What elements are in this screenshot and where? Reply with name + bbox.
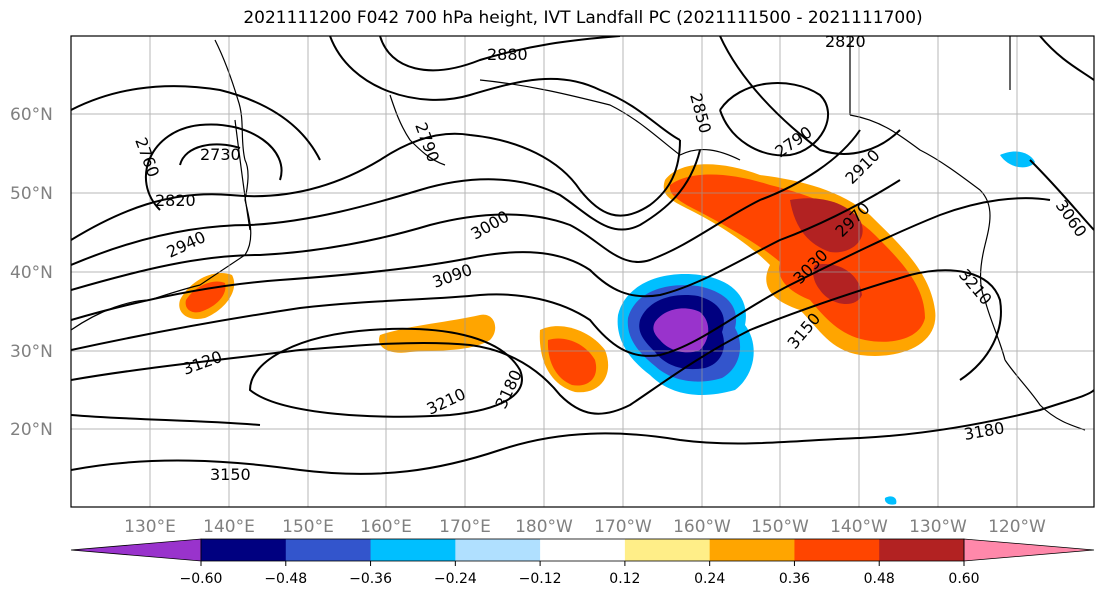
colorbar-segment bbox=[370, 539, 456, 561]
colorbar-tick-label: −0.48 bbox=[264, 571, 307, 587]
map-title: 2021111200 F042 700 hPa height, IVT Land… bbox=[243, 8, 923, 28]
contour-label: 2820 bbox=[825, 32, 866, 51]
lon-label: 150°W bbox=[751, 517, 809, 537]
lon-label: 170°E bbox=[439, 517, 491, 537]
longitude-labels: 130°E 140°E 150°E 160°E 170°E 180°W 170°… bbox=[124, 517, 1046, 537]
lon-label: 170°W bbox=[594, 517, 652, 537]
lon-label: 140°E bbox=[203, 517, 255, 537]
colorbar-outline bbox=[200, 538, 965, 562]
colorbar-segment bbox=[624, 539, 711, 561]
lat-label: 20°N bbox=[10, 420, 53, 440]
colorbar-tick-label: 0.24 bbox=[694, 571, 725, 587]
colorbar-segment bbox=[540, 539, 626, 561]
contour-label: 2880 bbox=[487, 45, 528, 64]
colorbar-segment bbox=[455, 539, 541, 561]
colorbar-segment bbox=[879, 539, 965, 561]
colorbar-tick-label: 0.36 bbox=[779, 571, 810, 587]
colorbar-tick-label: −0.36 bbox=[349, 571, 392, 587]
latitude-labels: 60°N 50°N 40°N 30°N 20°N bbox=[10, 105, 53, 440]
lon-label: 160°E bbox=[360, 517, 412, 537]
colorbar-tick-label: −0.24 bbox=[434, 571, 477, 587]
contour-label: 2820 bbox=[155, 191, 196, 210]
colorbar-segment bbox=[201, 539, 287, 561]
colorbar-tick-label: 0.12 bbox=[609, 571, 640, 587]
contour-label: 2730 bbox=[200, 145, 241, 164]
lon-label: 160°W bbox=[673, 517, 731, 537]
lon-label: 180°W bbox=[515, 517, 573, 537]
lat-label: 50°N bbox=[10, 184, 53, 204]
lon-label: 130°E bbox=[124, 517, 176, 537]
colorbar-segment bbox=[709, 539, 795, 561]
colorbar-tick-label: 0.60 bbox=[948, 571, 979, 587]
colorbar-tick-label: −0.12 bbox=[519, 571, 562, 587]
lon-label: 150°E bbox=[282, 517, 334, 537]
contour-label: 3150 bbox=[210, 465, 251, 484]
lat-label: 60°N bbox=[10, 105, 53, 125]
colorbar-tick-label: −0.60 bbox=[180, 571, 223, 587]
colorbar-tick-label: 0.48 bbox=[864, 571, 895, 587]
height-contours bbox=[71, 36, 1094, 475]
lon-label: 130°W bbox=[909, 517, 967, 537]
colorbar-segment bbox=[963, 538, 1095, 562]
ivt-shading bbox=[179, 151, 1035, 505]
lon-label: 120°W bbox=[988, 517, 1046, 537]
map-frame bbox=[70, 35, 1095, 508]
colorbar-segment bbox=[70, 538, 202, 562]
colorbar-segment bbox=[285, 539, 372, 561]
colorbar-segment bbox=[794, 539, 880, 561]
lat-label: 30°N bbox=[10, 342, 53, 362]
lon-label: 140°W bbox=[830, 517, 888, 537]
lat-label: 40°N bbox=[10, 263, 53, 283]
